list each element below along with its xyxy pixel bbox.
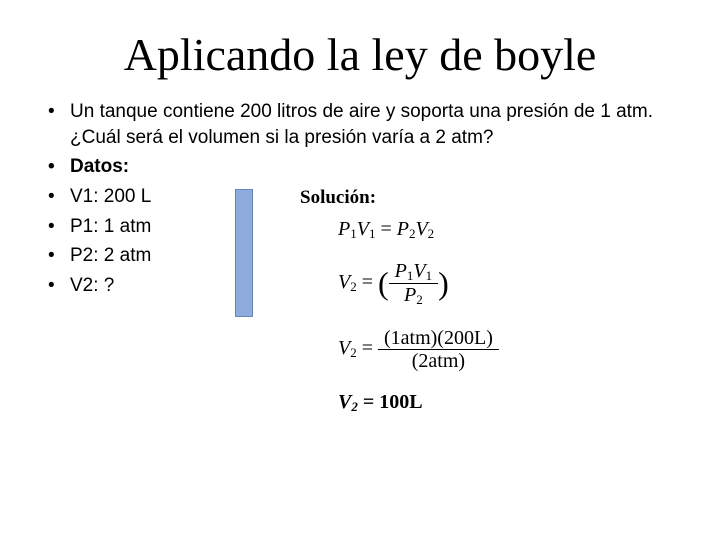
eq2-num-v: V <box>413 260 425 282</box>
eq3-den: (2atm) <box>378 350 499 372</box>
eq3-lhs-sub: 2 <box>350 345 357 360</box>
eq2-frac: P1V1 P2 <box>389 260 438 307</box>
solution-block: Solución: P1V1 = P2V2 V2 = ( P1V1 P2 ) V… <box>300 187 680 433</box>
eq1-v1: V <box>357 218 369 240</box>
eq2-lhs: V <box>338 271 350 293</box>
eq4-lhs: V <box>338 391 351 413</box>
eq1-p2: P <box>397 218 409 240</box>
accent-bar <box>235 189 253 317</box>
eq1-v2: V <box>415 218 427 240</box>
eq4-lhs-sub: 2 <box>351 399 358 414</box>
bullet-problem: Un tanque contiene 200 litros de aire y … <box>48 99 672 150</box>
eq2-num-v-sub: 1 <box>426 268 433 283</box>
equation-2: V2 = ( P1V1 P2 ) <box>338 260 680 307</box>
eq2-lhs-sub: 2 <box>350 279 357 294</box>
solution-label: Solución: <box>300 187 680 209</box>
eq3-frac: (1atm)(200L) (2atm) <box>378 327 499 372</box>
eq2-den-p-sub: 2 <box>416 292 423 307</box>
eq2-den-p: P <box>404 284 416 306</box>
eq3-lhs: V <box>338 337 350 359</box>
eq1-v1-sub: 1 <box>369 226 376 241</box>
bullet-datos: Datos: <box>48 154 672 180</box>
eq3-num: (1atm)(200L) <box>378 327 499 350</box>
eq1-p1: P <box>338 218 350 240</box>
equation-1: P1V1 = P2V2 <box>338 219 680 240</box>
eq2-num-p: P <box>395 260 407 282</box>
slide-content: Un tanque contiene 200 litros de aire y … <box>0 99 720 298</box>
slide-title: Aplicando la ley de boyle <box>0 0 720 99</box>
eq4-rhs: 100L <box>379 391 422 413</box>
equation-4: V2 = 100L <box>338 392 680 413</box>
equation-3: V2 = (1atm)(200L) (2atm) <box>338 327 680 372</box>
eq1-v2-sub: 2 <box>428 226 435 241</box>
